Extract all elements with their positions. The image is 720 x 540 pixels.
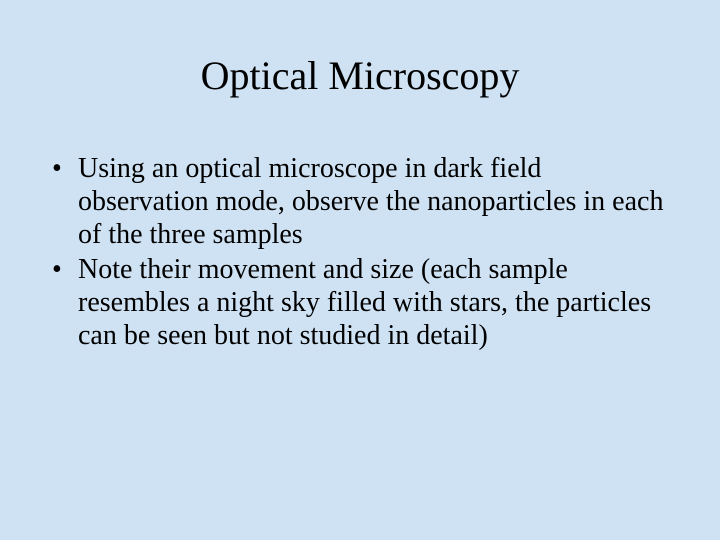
slide: Optical Microscopy Using an optical micr… xyxy=(0,0,720,540)
list-item: Using an optical microscope in dark fiel… xyxy=(48,152,672,251)
slide-body: Using an optical microscope in dark fiel… xyxy=(48,152,672,352)
list-item: Note their movement and size (each sampl… xyxy=(48,253,672,352)
bullet-list: Using an optical microscope in dark fiel… xyxy=(48,152,672,352)
slide-title: Optical Microscopy xyxy=(0,52,720,99)
